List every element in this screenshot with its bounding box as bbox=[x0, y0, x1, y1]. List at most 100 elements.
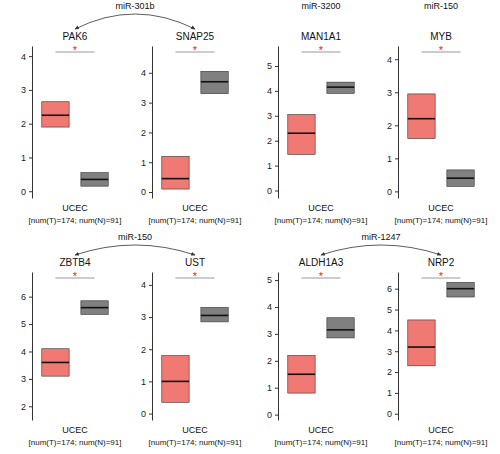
box-median bbox=[162, 178, 189, 180]
y-tick: 0 bbox=[267, 410, 278, 420]
y-tick: 2 bbox=[141, 345, 152, 355]
box-median bbox=[288, 373, 315, 375]
y-tick-label: 4 bbox=[267, 302, 272, 312]
y-tick-label: 6 bbox=[387, 284, 392, 294]
panel-title: MAN1A1 bbox=[301, 31, 341, 42]
y-tick-label: 5 bbox=[387, 305, 392, 315]
y-tick-mark bbox=[275, 361, 278, 362]
mirna-label: miR-1247 bbox=[361, 232, 400, 242]
x-axis-label: UCEC bbox=[182, 203, 208, 213]
y-tick-label: 5 bbox=[21, 319, 26, 329]
y-tick: 1 bbox=[141, 158, 152, 168]
x-axis-caption: [num(T)=174; num(N)=91] bbox=[149, 438, 242, 447]
y-axis: 23456 bbox=[21, 273, 33, 421]
y-tick-mark bbox=[275, 141, 278, 142]
mirna-label: miR-3200 bbox=[301, 1, 340, 11]
y-tick: 3 bbox=[21, 374, 32, 384]
x-axis-caption: [num(T)=174; num(N)=91] bbox=[29, 438, 122, 447]
y-tick-mark bbox=[29, 157, 32, 158]
y-tick-mark bbox=[29, 406, 32, 407]
box-median bbox=[81, 179, 108, 181]
x-axis-caption: [num(T)=174; num(N)=91] bbox=[395, 216, 488, 225]
mirna-label: miR-301b bbox=[115, 1, 154, 11]
y-tick: 3 bbox=[21, 85, 32, 95]
x-axis-label: UCEC bbox=[308, 425, 334, 435]
y-tick: 3 bbox=[267, 111, 278, 121]
y-tick-mark bbox=[395, 92, 398, 93]
box bbox=[327, 318, 354, 338]
y-tick: 4 bbox=[21, 347, 32, 357]
y-axis: 012345 bbox=[267, 47, 279, 199]
y-tick-mark bbox=[29, 56, 32, 57]
y-tick-label: 1 bbox=[387, 388, 392, 398]
y-tick: 3 bbox=[387, 347, 398, 357]
y-tick-mark bbox=[275, 91, 278, 92]
y-tick: 2 bbox=[387, 367, 398, 377]
box-median bbox=[408, 346, 435, 348]
y-tick-mark bbox=[275, 334, 278, 335]
panel: 0123456*NRP2UCEC[num(T)=174; num(N)=91] bbox=[387, 257, 487, 447]
box-median bbox=[42, 362, 69, 364]
y-tick-mark bbox=[395, 158, 398, 159]
y-tick-label: 4 bbox=[387, 326, 392, 336]
box-median bbox=[288, 132, 315, 134]
boxes bbox=[288, 318, 354, 393]
y-tick-mark bbox=[395, 393, 398, 394]
y-tick-label: 3 bbox=[387, 347, 392, 357]
x-axis-label: UCEC bbox=[428, 425, 454, 435]
y-tick-label: 1 bbox=[141, 377, 146, 387]
y-axis: 012345 bbox=[267, 273, 279, 421]
y-tick-mark bbox=[149, 381, 152, 382]
y-tick-label: 5 bbox=[267, 275, 272, 285]
y-tick: 2 bbox=[267, 136, 278, 146]
y-tick-label: 4 bbox=[21, 347, 26, 357]
y-tick-label: 3 bbox=[21, 374, 26, 384]
y-tick-label: 4 bbox=[141, 280, 146, 290]
y-tick-label: 2 bbox=[141, 345, 146, 355]
y-tick: 5 bbox=[267, 275, 278, 285]
significance-label: * bbox=[319, 44, 324, 56]
y-tick: 1 bbox=[387, 388, 398, 398]
panel-title: SNAP25 bbox=[176, 31, 215, 42]
box-median bbox=[447, 288, 474, 290]
y-tick-mark bbox=[275, 280, 278, 281]
y-tick-mark bbox=[275, 388, 278, 389]
y-axis-line bbox=[32, 273, 33, 421]
y-tick-label: 3 bbox=[141, 98, 146, 108]
y-tick-mark bbox=[395, 289, 398, 290]
y-tick-mark bbox=[149, 414, 152, 415]
y-tick: 2 bbox=[21, 119, 32, 129]
x-axis-label: UCEC bbox=[308, 203, 334, 213]
y-tick: 2 bbox=[21, 402, 32, 412]
mirna-link: miR-3200 bbox=[301, 1, 340, 11]
y-tick-mark bbox=[149, 285, 152, 286]
y-tick-mark bbox=[275, 307, 278, 308]
panel-title: ZBTB4 bbox=[59, 257, 91, 268]
box-median bbox=[327, 86, 354, 88]
panel: 23456*ZBTB4UCEC[num(T)=174; num(N)=91] bbox=[21, 257, 121, 447]
box-median bbox=[162, 381, 189, 383]
panel: 01234*MYBUCEC[num(T)=174; num(N)=91] bbox=[387, 31, 487, 225]
y-tick: 4 bbox=[387, 326, 398, 336]
panel: 01234*PAK6UCEC[num(T)=174; num(N)=91] bbox=[21, 31, 121, 225]
y-tick-label: 3 bbox=[141, 312, 146, 322]
y-tick: 1 bbox=[267, 161, 278, 171]
box-median bbox=[327, 329, 354, 331]
y-tick: 4 bbox=[21, 52, 32, 62]
box bbox=[162, 356, 189, 403]
y-tick: 4 bbox=[267, 86, 278, 96]
x-axis-label: UCEC bbox=[428, 203, 454, 213]
y-tick: 0 bbox=[387, 187, 398, 197]
y-tick: 1 bbox=[387, 154, 398, 164]
y-tick: 5 bbox=[387, 305, 398, 315]
y-tick-label: 2 bbox=[387, 367, 392, 377]
y-tick-label: 3 bbox=[387, 88, 392, 98]
y-axis-line bbox=[398, 47, 399, 199]
box bbox=[408, 320, 435, 366]
x-axis-caption: [num(T)=174; num(N)=91] bbox=[395, 438, 488, 447]
panel: 012345*ALDH1A3UCEC[num(T)=174; num(N)=91… bbox=[267, 257, 367, 447]
y-tick-mark bbox=[29, 191, 32, 192]
y-tick-label: 0 bbox=[21, 187, 26, 197]
y-tick-label: 0 bbox=[141, 187, 146, 197]
y-tick: 3 bbox=[141, 98, 152, 108]
